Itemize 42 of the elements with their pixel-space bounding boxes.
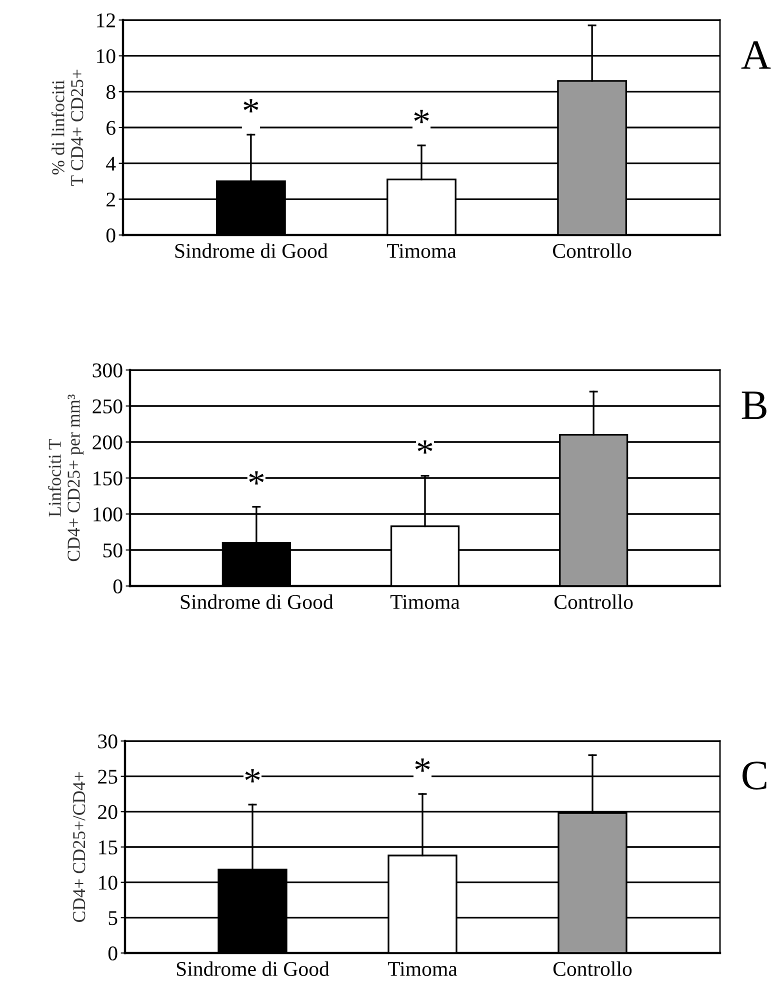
y-tick-label: 4 bbox=[106, 156, 116, 171]
y-tick-label: 0 bbox=[108, 946, 118, 960]
y-tick-label: 300 bbox=[92, 363, 122, 378]
y-tick-label: 10 bbox=[99, 876, 118, 890]
y-tick-label: 5 bbox=[108, 911, 118, 926]
y-tick-label: 25 bbox=[98, 770, 118, 784]
x-tick-label: Controllo bbox=[553, 961, 632, 976]
annotation: * bbox=[415, 758, 430, 772]
y-tick-label: 0 bbox=[106, 228, 116, 242]
annotation: * bbox=[418, 440, 432, 454]
x-tick-label: Controllo bbox=[554, 594, 633, 609]
text: A bbox=[741, 41, 771, 69]
y-tick-label: 250 bbox=[92, 399, 122, 414]
text: C bbox=[742, 762, 766, 790]
y-tick-label: 15 bbox=[99, 840, 118, 854]
y-tick-label: 30 bbox=[98, 734, 118, 748]
annotation: * bbox=[245, 769, 260, 782]
x-tick-label: Sindrome di Good bbox=[180, 594, 334, 609]
y-tick-label: 0 bbox=[113, 579, 122, 594]
y-tick-label: 2 bbox=[106, 192, 115, 206]
y-tick-label: 50 bbox=[103, 543, 122, 558]
x-tick-label: Timoma bbox=[390, 594, 460, 609]
y-tick-label: 6 bbox=[106, 120, 116, 135]
annotation: * bbox=[414, 110, 429, 124]
x-tick-label: Sindrome di Good bbox=[176, 961, 330, 976]
y-tick-label: 20 bbox=[98, 805, 118, 820]
y-axis-title: Linfociti T CD4+ CD25+ per mm³ bbox=[48, 394, 84, 562]
y-tick-label: 10 bbox=[97, 49, 116, 64]
x-tick-label: Sindrome di Good bbox=[175, 243, 328, 258]
annotation: * bbox=[249, 471, 264, 485]
y-tick-label: 100 bbox=[94, 507, 122, 522]
y-axis-title: % di linfociti T CD4+ CD25+ bbox=[51, 70, 84, 186]
y-tick-label: 150 bbox=[94, 471, 122, 486]
annotation: * bbox=[244, 99, 258, 112]
y-tick-label: 200 bbox=[92, 435, 122, 450]
y-tick-label: 8 bbox=[106, 85, 116, 100]
x-tick-label: Controllo bbox=[552, 243, 632, 258]
x-tick-label: Timoma bbox=[388, 962, 458, 976]
y-tick-label: 12 bbox=[97, 13, 115, 28]
y-axis-title: CD4+ CD25+/CD4+ bbox=[73, 772, 86, 922]
x-tick-label: Timoma bbox=[386, 244, 456, 258]
text: B bbox=[742, 392, 766, 420]
